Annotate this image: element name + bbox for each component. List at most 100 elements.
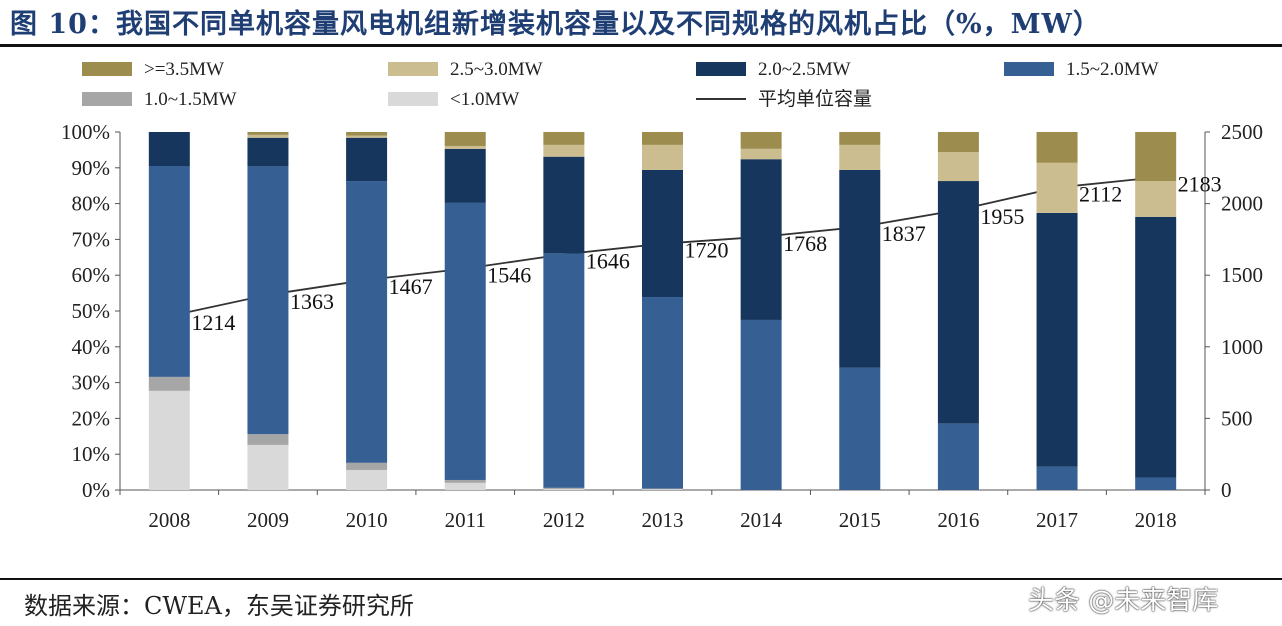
- legend-label: 2.5~3.0MW: [450, 59, 543, 80]
- left-tick-label: 80%: [72, 192, 111, 216]
- bar-segment: [346, 469, 388, 490]
- line-data-label: 2183: [1178, 171, 1222, 196]
- bar-segment: [247, 132, 289, 135]
- bar-segment: [444, 148, 486, 203]
- x-tick-label: 2009: [247, 508, 289, 532]
- legend-swatch: [82, 62, 132, 76]
- watermark: 头条 @未来智库: [1028, 586, 1219, 616]
- left-tick-label: 90%: [72, 156, 111, 180]
- line-data-label: 1546: [487, 263, 531, 288]
- bar-segment: [444, 202, 486, 480]
- bar-segment: [1036, 212, 1078, 467]
- right-tick-label: 500: [1221, 406, 1253, 430]
- bar-segment: [1036, 162, 1078, 213]
- bar-segment: [839, 367, 881, 490]
- bar-segment: [642, 488, 683, 490]
- bar-segment: [740, 319, 782, 490]
- line-data-label: 1720: [685, 238, 729, 263]
- title-divider: [0, 44, 1282, 47]
- bar-segment: [839, 169, 881, 368]
- line-data-label: 1467: [389, 274, 433, 299]
- bar-segment: [1036, 132, 1078, 163]
- left-tick-label: 40%: [72, 335, 111, 359]
- line-data-label: 1363: [290, 289, 334, 314]
- bar-segment: [247, 134, 289, 138]
- bar-segment: [839, 144, 881, 170]
- legend-label: 1.5~2.0MW: [1066, 59, 1159, 80]
- bar-segment: [1135, 132, 1177, 182]
- legend-swatch: [82, 92, 132, 106]
- left-tick-label: 30%: [72, 371, 111, 395]
- left-tick-label: 100%: [61, 120, 110, 144]
- bar-segment: [148, 390, 190, 490]
- bar-segment: [346, 135, 388, 138]
- bar-segment: [937, 423, 979, 490]
- source-note: 数据来源：CWEA，东吴证券研究所: [24, 592, 414, 620]
- left-tick-label: 10%: [72, 442, 111, 466]
- bar-segment: [247, 434, 289, 445]
- left-tick-label: 20%: [72, 406, 111, 430]
- bar-segment: [1135, 477, 1177, 490]
- left-tick-label: 0%: [82, 478, 110, 502]
- right-tick-label: 2500: [1221, 120, 1263, 144]
- bar-segment: [346, 137, 388, 182]
- line-data-label: 1646: [586, 248, 630, 273]
- right-tick-label: 2000: [1221, 192, 1263, 216]
- bar-segment: [839, 132, 881, 145]
- bar-segment: [937, 132, 979, 153]
- bar-segment: [1135, 216, 1177, 478]
- bar-segment: [1135, 181, 1177, 217]
- bar-segment: [740, 132, 782, 149]
- x-tick-label: 2017: [1036, 508, 1078, 532]
- left-tick-label: 50%: [72, 299, 111, 323]
- x-tick-label: 2015: [839, 508, 881, 532]
- bar-segment: [543, 144, 585, 157]
- line-data-label: 2112: [1079, 182, 1122, 207]
- legend-swatch: [388, 62, 438, 76]
- left-tick-label: 70%: [72, 227, 111, 251]
- bar-segment: [642, 489, 683, 490]
- right-tick-label: 1000: [1221, 335, 1263, 359]
- legend-label: >=3.5MW: [144, 59, 224, 80]
- legend-label: <1.0MW: [450, 89, 519, 110]
- x-tick-label: 2010: [346, 508, 388, 532]
- bar-segment: [642, 144, 683, 170]
- bar-segment: [247, 444, 289, 490]
- x-tick-label: 2016: [937, 508, 979, 532]
- legend-swatch: [388, 92, 438, 106]
- bar-segment: [148, 376, 190, 391]
- footer-divider: [0, 578, 1282, 580]
- x-tick-label: 2018: [1135, 508, 1177, 532]
- bar-segment: [740, 148, 782, 160]
- bar-segment: [346, 132, 388, 136]
- bar-segment: [543, 488, 585, 490]
- x-tick-label: 2012: [543, 508, 585, 532]
- bar-segment: [937, 181, 979, 424]
- bar-segment: [740, 159, 782, 320]
- bar-segment: [444, 145, 486, 149]
- legend-swatch: [1004, 62, 1054, 76]
- bar-segment: [642, 132, 683, 145]
- bar-segment: [444, 482, 486, 490]
- x-tick-label: 2014: [740, 508, 783, 532]
- right-tick-label: 1500: [1221, 263, 1263, 287]
- bar-segment: [937, 152, 979, 182]
- bar-segment: [346, 462, 388, 470]
- bar-segment: [543, 253, 585, 488]
- chart-title: 图 10：我国不同单机容量风电机组新增装机容量以及不同规格的风机占比（%，MW）: [10, 9, 1101, 40]
- bar-segment: [1036, 466, 1078, 490]
- x-tick-label: 2008: [148, 508, 190, 532]
- bar-segment: [148, 166, 190, 377]
- bar-segment: [346, 181, 388, 463]
- bar-segment: [543, 487, 585, 489]
- line-data-label: 1214: [191, 310, 235, 335]
- bar-segment: [543, 156, 585, 254]
- bar-segment: [148, 132, 190, 167]
- bar-segment: [247, 137, 289, 167]
- right-tick-label: 0: [1221, 478, 1232, 502]
- legend-label: 2.0~2.5MW: [758, 59, 851, 80]
- legend-swatch: [696, 62, 746, 76]
- bar-segment: [642, 169, 683, 298]
- bar-segment: [247, 166, 289, 435]
